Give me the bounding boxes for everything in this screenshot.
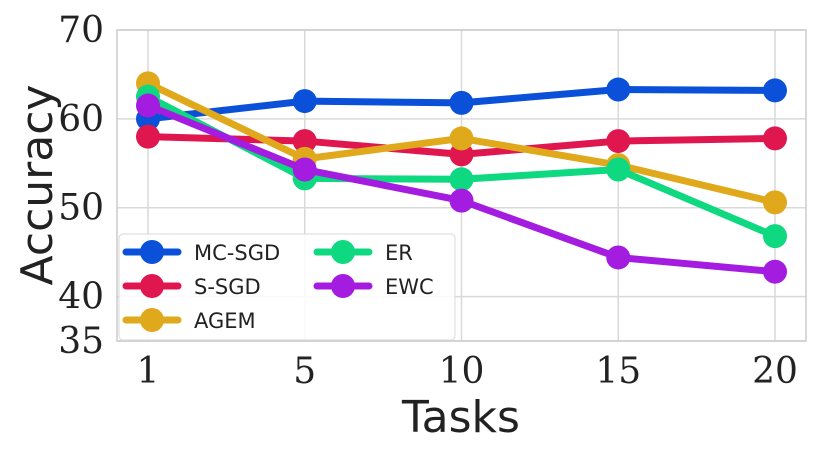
series-ewc [136,93,787,284]
legend-item-agem: AGEM [122,308,256,333]
legend-label: ER [385,241,413,265]
legend-swatch-marker [331,240,355,264]
legend: MC-SGD S-SGD AGEM ER EWC [118,233,456,341]
legend-item-ewc: EWC [313,274,434,299]
data-point-ewc [763,259,787,284]
legend-swatch-marker [140,274,164,298]
legend-label: MC-SGD [194,241,280,265]
legend-item-er: ER [313,240,413,265]
series-group [136,71,787,284]
x-tick-labels: 1 5 10 15 20 [137,351,798,392]
legend-swatch-marker [140,308,164,332]
data-point-er [763,224,787,249]
data-point-s-sgd [136,124,160,149]
plot-frame [116,29,807,342]
x-tick-label: 1 [137,351,160,392]
legend-label: S-SGD [194,275,261,299]
data-point-mc-sgd [606,77,631,102]
data-point-agem [449,126,474,151]
data-point-s-sgd [292,129,317,154]
y-tick-label: 50 [58,188,104,229]
legend-box [118,233,456,341]
data-point-mc-sgd [763,78,787,103]
y-tick-label: 60 [58,99,104,140]
data-point-s-sgd [606,129,631,154]
y-axis-label: Accuracy [12,85,63,286]
data-point-mc-sgd [292,89,317,114]
legend-item-mc-sgd: MC-SGD [122,240,280,265]
data-point-ewc [292,157,317,182]
y-tick-label: 70 [58,10,104,51]
data-point-s-sgd [763,126,787,151]
data-point-ewc [136,93,160,118]
x-tick-label: 5 [293,351,316,392]
legend-swatch-marker [140,240,164,264]
data-point-ewc [606,245,631,270]
x-axis-label: Tasks [401,392,520,443]
x-tick-label: 10 [439,351,485,392]
y-tick-label: 40 [58,277,104,318]
series-s-sgd [136,124,787,167]
x-tick-label: 20 [752,351,798,392]
legend-label: EWC [385,275,434,299]
data-point-er [449,167,474,192]
data-point-mc-sgd [449,90,474,115]
legend-swatch-marker [331,274,355,298]
legend-label: AGEM [194,309,256,333]
y-tick-label: 35 [58,321,104,362]
x-tick-label: 15 [595,351,641,392]
data-point-er [606,157,631,182]
legend-item-s-sgd: S-SGD [122,274,261,299]
data-point-ewc [449,188,474,213]
data-point-agem [763,190,787,215]
